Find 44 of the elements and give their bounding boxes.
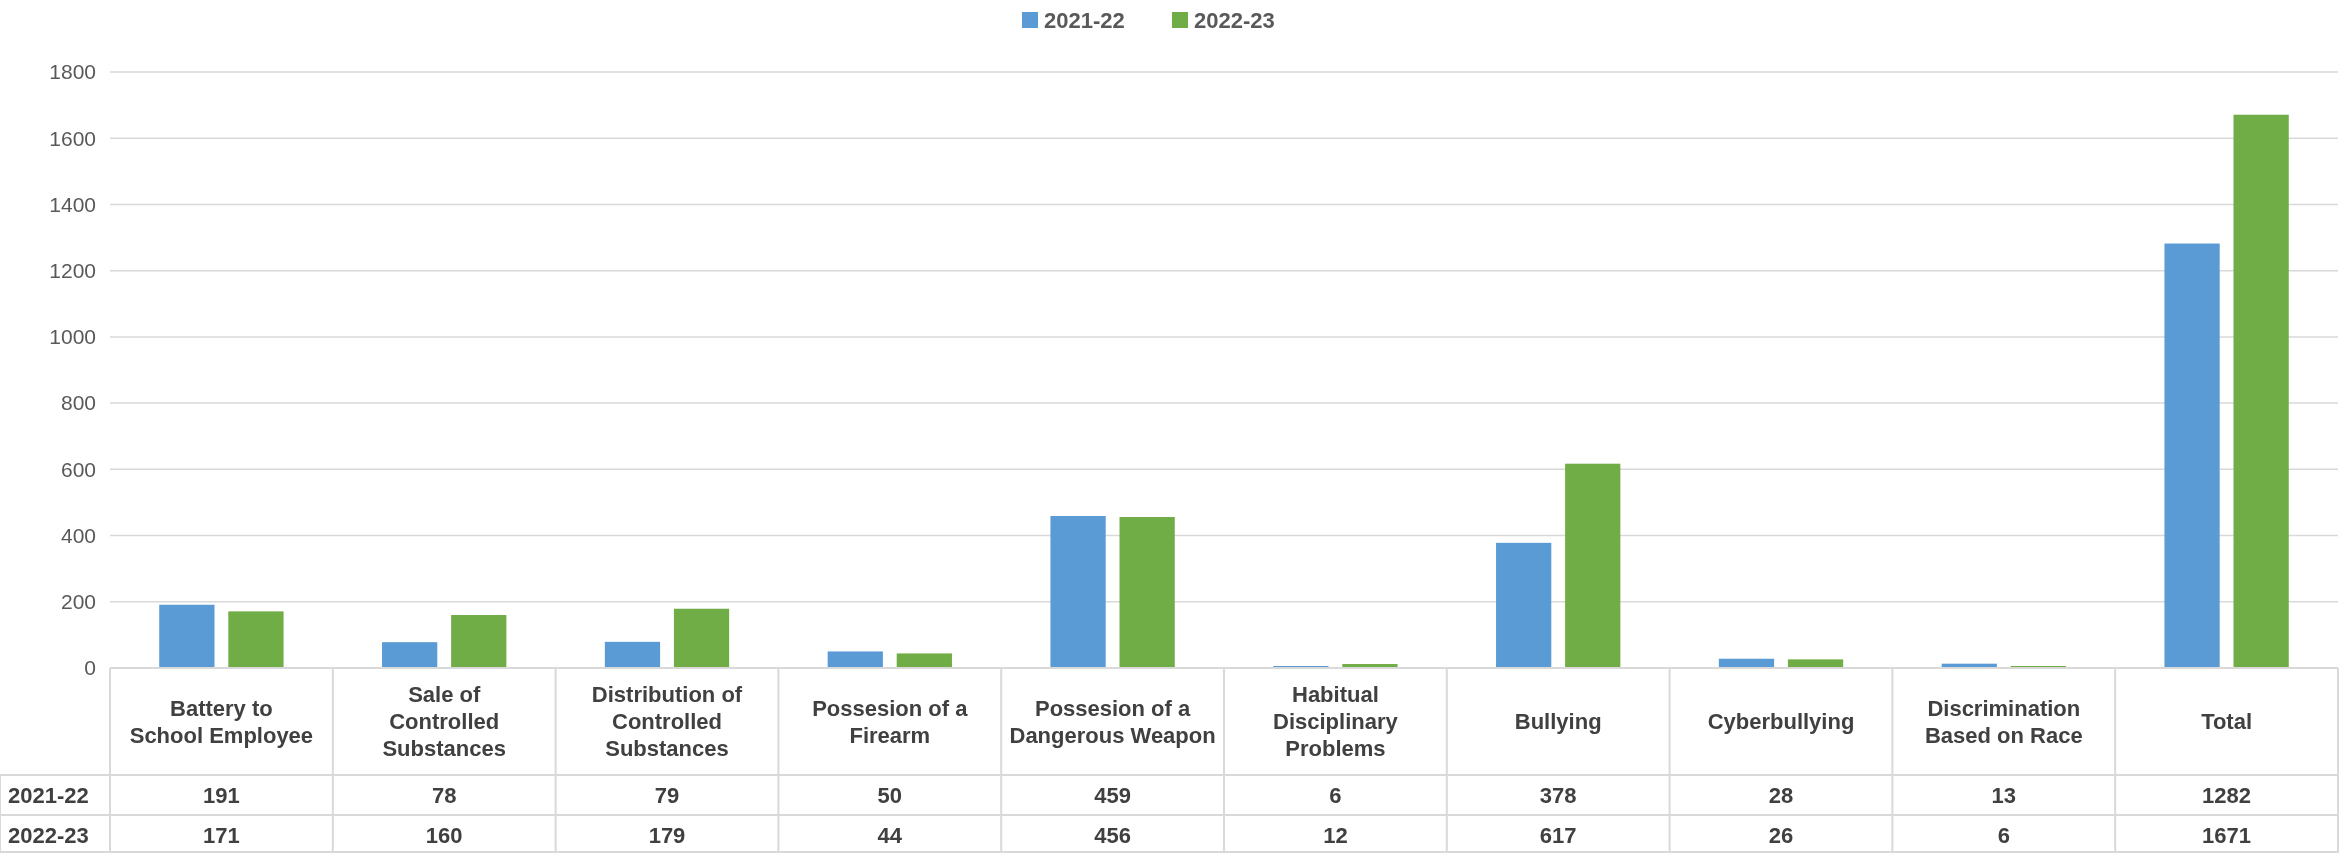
x-tick-label: Total <box>2201 709 2253 735</box>
data-label: 456 <box>1094 822 1131 848</box>
y-tick-label: 1200 <box>49 259 96 283</box>
data-label: 459 <box>1094 782 1131 808</box>
x-tick-label: Possesion of a Dangerous Weapon <box>1009 695 1216 748</box>
data-label: 1671 <box>2202 822 2252 848</box>
data-label: 79 <box>654 782 680 808</box>
y-tick-label: 1400 <box>49 192 96 216</box>
data-label: 12 <box>1323 822 1348 848</box>
x-tick-label: Battery to School Employee <box>129 695 314 748</box>
x-tick-label: Sale of Controlled Substances <box>382 682 506 762</box>
data-label: 13 <box>1991 782 2017 808</box>
x-tick-label: Bullying <box>1514 709 1602 735</box>
legend-label: 2022-23 <box>1194 7 1275 33</box>
data-label: 171 <box>203 822 240 848</box>
data-label: 6 <box>1329 782 1342 808</box>
y-tick-label: 600 <box>60 457 96 481</box>
x-tick-label: Habitual Disciplinary Problems <box>1273 682 1399 762</box>
y-tick-label: 400 <box>60 523 96 547</box>
data-label: 26 <box>1768 822 1794 848</box>
text: 2021-22 <box>8 782 89 808</box>
y-tick-label: 800 <box>60 391 96 415</box>
y-tick-label: 1600 <box>49 126 96 150</box>
data-label: 179 <box>648 822 686 848</box>
y-tick-label: 0 <box>84 656 96 680</box>
x-tick-label: Cyberbullying <box>1707 709 1855 735</box>
y-tick-label: 1800 <box>49 60 96 84</box>
text: 2022-23 <box>8 822 89 848</box>
data-label: 378 <box>1539 782 1577 808</box>
y-tick-label: 200 <box>60 590 96 614</box>
x-tick-label: Possesion of a Firearm <box>812 695 969 748</box>
data-label: 160 <box>425 822 463 848</box>
data-label: 1282 <box>2202 782 2252 808</box>
legend-label: 2021-22 <box>1044 7 1125 33</box>
data-label: 191 <box>203 782 240 808</box>
data-label: 6 <box>1997 822 2010 848</box>
y-tick-label: 1000 <box>49 325 96 349</box>
x-tick-label: Discrimination Based on Race <box>1924 695 2083 748</box>
data-label: 617 <box>1539 822 1577 848</box>
data-label: 44 <box>877 822 903 848</box>
data-label: 78 <box>431 782 457 808</box>
data-label: 28 <box>1768 782 1794 808</box>
data-label: 50 <box>877 782 903 808</box>
x-tick-label: Distribution of Controlled Substances <box>591 682 743 762</box>
